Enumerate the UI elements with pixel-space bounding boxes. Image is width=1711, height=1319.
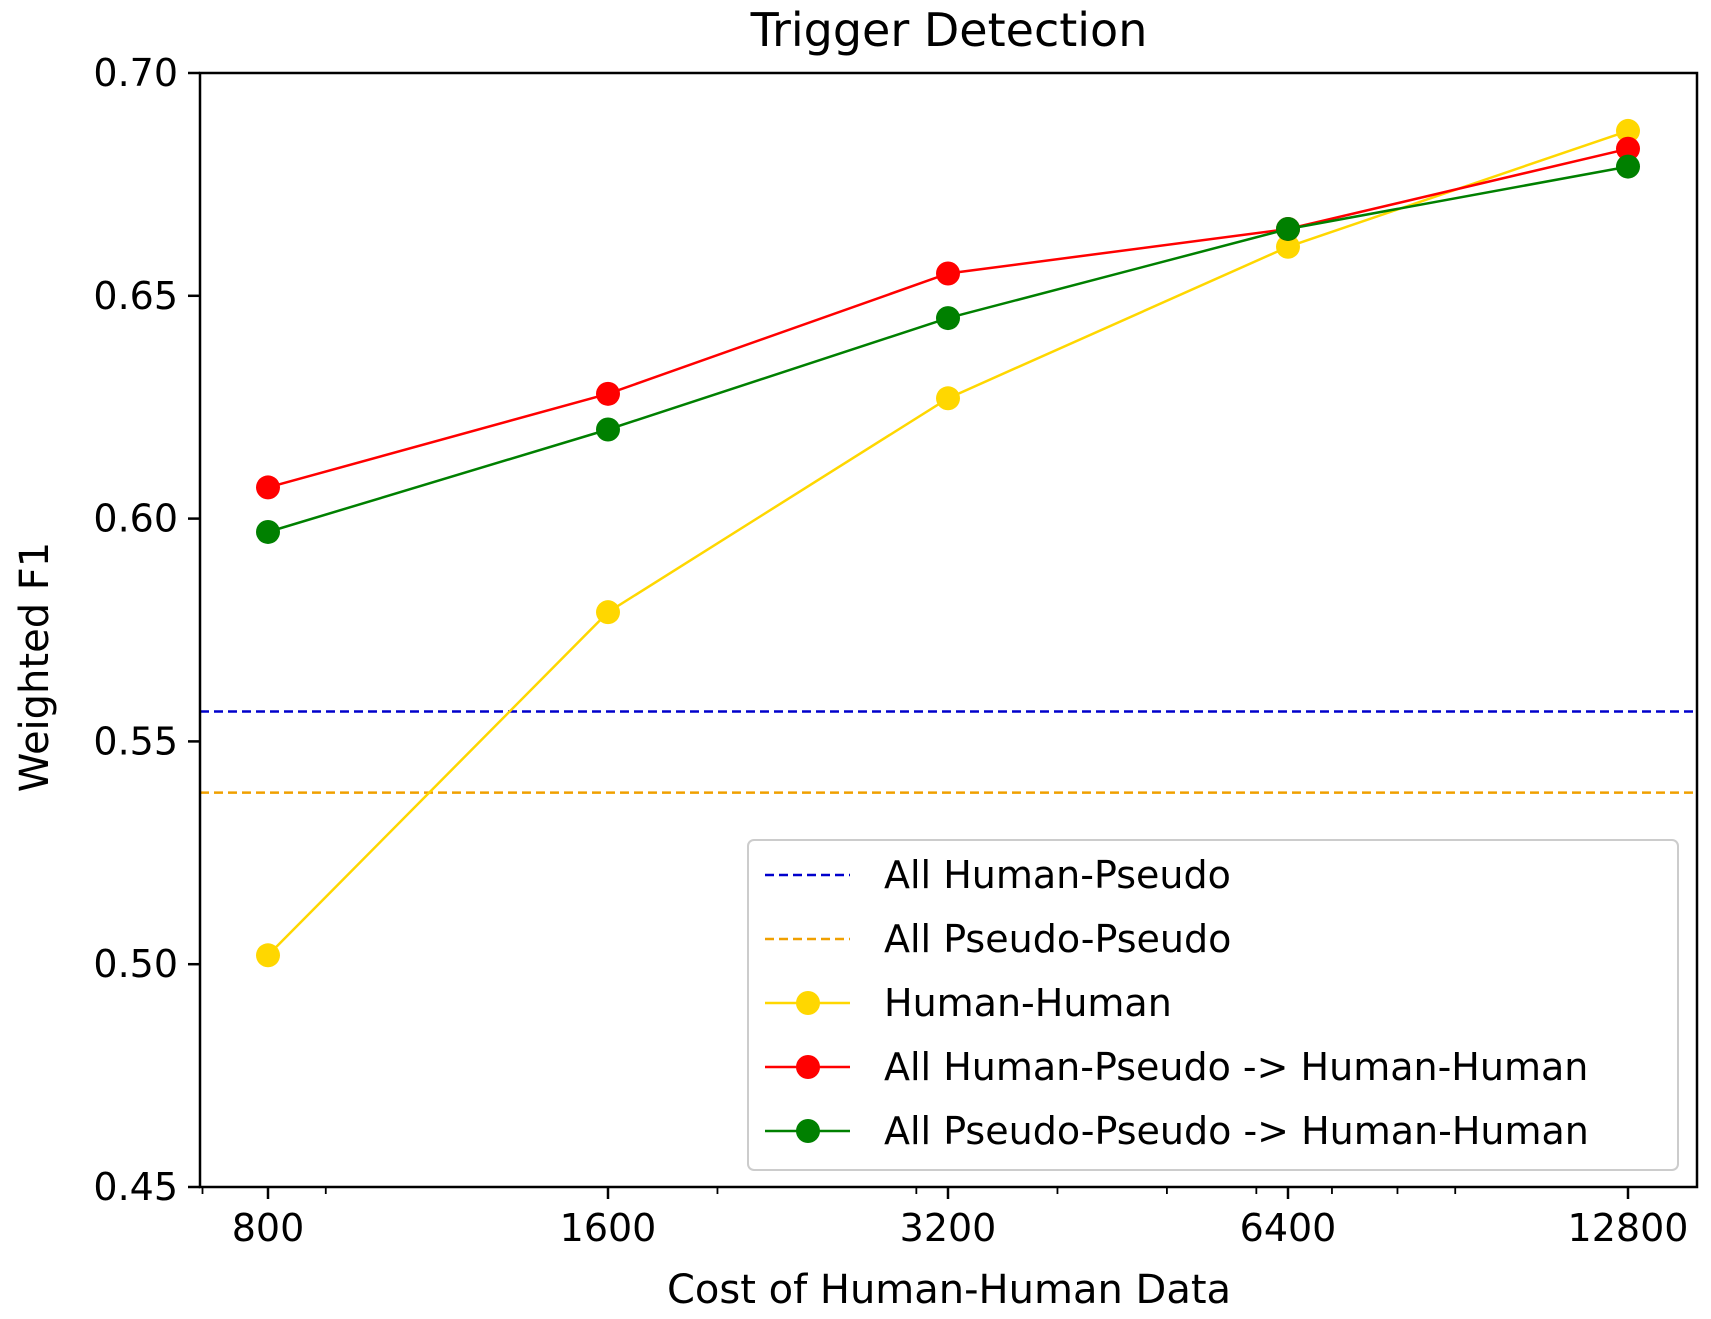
- x-tick-label-1: 1600: [560, 1206, 657, 1250]
- x-tick-label-2: 3200: [900, 1206, 997, 1250]
- series-line-0: [267, 129, 1629, 957]
- legend-label-3: All Human-Pseudo -> Human-Human: [884, 1045, 1588, 1089]
- y-tick-label-4: 0.65: [93, 274, 178, 318]
- data-point-2-1: [596, 417, 620, 442]
- data-point-2-2: [936, 306, 960, 331]
- y-tick-label-5: 0.70: [93, 51, 178, 95]
- legend-marker-2: [796, 991, 820, 1015]
- y-axis-label: Weighted F1: [12, 542, 58, 793]
- chart-title: Trigger Detection: [750, 3, 1148, 57]
- data-point-2-0: [256, 519, 280, 544]
- data-point-0-4: [1616, 118, 1640, 143]
- x-tick-label-3: 6400: [1240, 1206, 1337, 1250]
- data-point-1-2: [936, 261, 960, 286]
- plot-area: 0.45 0.50 0.55 0.60 0.65 0.70 800 1600 3200 6400 1…: [93, 51, 1699, 1250]
- data-point-2-4: [1616, 154, 1640, 179]
- data-point-1-4: [1616, 136, 1640, 161]
- x-axis-label: Cost of Human-Human Data: [667, 1267, 1231, 1313]
- legend-label-0: All Human-Pseudo: [884, 853, 1231, 897]
- legend: All Human-Pseudo All Pseudo-Pseudo Human-H…: [747, 839, 1679, 1171]
- legend-box: [747, 839, 1679, 1171]
- y-tick-label-3: 0.60: [93, 497, 178, 541]
- x-tick-label-4: 12800: [1568, 1206, 1689, 1250]
- legend-marker-3: [796, 1055, 820, 1079]
- data-point-0-2: [936, 386, 960, 411]
- series-line-2: [267, 165, 1629, 534]
- data-point-1-0: [256, 475, 280, 500]
- data-point-2-3: [1276, 216, 1300, 241]
- legend-marker-4: [796, 1119, 820, 1143]
- y-tick-label-1: 0.50: [93, 942, 178, 986]
- legend-label-1: All Pseudo-Pseudo: [884, 917, 1231, 961]
- y-tick-label-0: 0.45: [93, 1165, 178, 1209]
- legend-label-4: All Pseudo-Pseudo -> Human-Human: [884, 1109, 1589, 1153]
- legend-label-2: Human-Human: [884, 981, 1172, 1025]
- data-point-0-3: [1276, 234, 1300, 259]
- data-point-1-1: [596, 381, 620, 406]
- data-point-0-1: [596, 600, 620, 625]
- data-point-0-0: [256, 943, 280, 968]
- x-tick-label-0: 800: [232, 1206, 305, 1250]
- y-tick-label-2: 0.55: [93, 719, 178, 763]
